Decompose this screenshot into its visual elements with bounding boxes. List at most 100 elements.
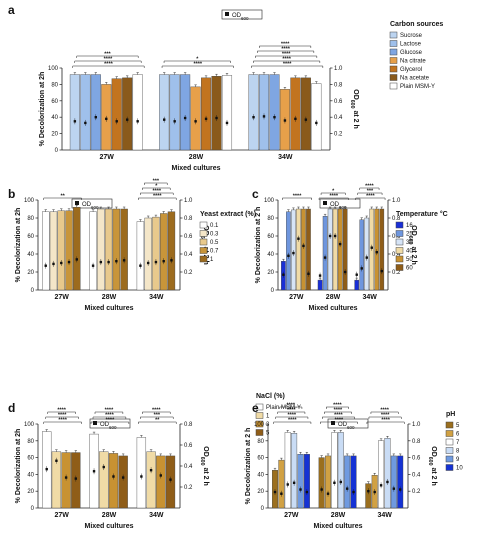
significance-bracket bbox=[368, 416, 402, 419]
y2-tick-label: 0.4 bbox=[184, 252, 193, 258]
category-label: 28W bbox=[326, 294, 341, 301]
y-tick-label: 20 bbox=[27, 489, 34, 495]
bar bbox=[159, 74, 170, 151]
category-label: 27W bbox=[99, 154, 114, 161]
legend-swatch bbox=[395, 247, 404, 254]
y2-tick-label: 0.6 bbox=[392, 234, 401, 240]
significance-bracket bbox=[142, 187, 171, 190]
legend-swatch bbox=[445, 438, 454, 446]
bar bbox=[278, 459, 285, 509]
legend-label: 40 bbox=[406, 249, 413, 255]
legend-swatch bbox=[389, 57, 398, 64]
legend-swatch bbox=[445, 447, 454, 454]
y2-tick-label: 1.0 bbox=[184, 198, 193, 204]
legend-label: 10 bbox=[456, 466, 463, 472]
y-tick-label: 40 bbox=[257, 472, 264, 478]
od-legend-box bbox=[71, 198, 113, 209]
legend-swatch bbox=[199, 247, 208, 254]
bar bbox=[221, 75, 233, 151]
y2-tick-label: 0.6 bbox=[412, 456, 421, 462]
y-axis-title: % Decolorization at 2h bbox=[39, 72, 46, 147]
category-label: 34W bbox=[278, 154, 293, 161]
bar bbox=[332, 208, 338, 291]
y-axis-title: % Decolorization at 2h bbox=[15, 429, 22, 504]
significance-bracket bbox=[320, 421, 358, 424]
legend-swatch bbox=[255, 403, 264, 411]
significance-bracket bbox=[94, 411, 124, 414]
significance-label: **** bbox=[329, 194, 338, 200]
panel-letter: c bbox=[252, 187, 259, 201]
significance-bracket bbox=[322, 416, 355, 419]
y-tick-label: 0 bbox=[31, 506, 35, 512]
bar bbox=[301, 208, 306, 291]
significance-bracket bbox=[279, 406, 303, 409]
bar bbox=[136, 437, 147, 509]
legend-swatch bbox=[445, 430, 454, 437]
panel-a: a 0 20 40 60 80 100 0.2 0.4 0.6 0.8 1.0 % Decoloriza… bbox=[8, 3, 443, 172]
significance-bracket bbox=[72, 65, 145, 68]
legend-label: Glycerol bbox=[400, 67, 422, 73]
bar bbox=[73, 206, 81, 291]
bar bbox=[291, 209, 296, 291]
y-tick-label: 80 bbox=[27, 439, 34, 445]
legend-swatch bbox=[395, 221, 404, 229]
bar bbox=[300, 77, 311, 151]
significance-bracket bbox=[140, 416, 174, 419]
significance-label: **** bbox=[152, 189, 161, 195]
legend-label: 0.1 bbox=[210, 223, 219, 229]
y-tick-label: 100 bbox=[264, 198, 275, 204]
y2-tick-label: 0.6 bbox=[334, 99, 343, 105]
significance-label: **** bbox=[282, 52, 291, 58]
category-label: 27W bbox=[54, 512, 69, 519]
significance-label: **** bbox=[281, 42, 290, 48]
significance-bracket bbox=[259, 45, 312, 48]
bar bbox=[99, 451, 109, 509]
bar bbox=[258, 74, 270, 151]
legend-label: 25 bbox=[406, 232, 413, 238]
significance-label: **** bbox=[335, 418, 344, 424]
significance-bracket bbox=[282, 197, 312, 200]
legend-label: 1 bbox=[210, 257, 214, 263]
legend-title: Carbon sources bbox=[390, 21, 443, 28]
legend-swatch bbox=[199, 238, 208, 246]
legend-title: Temperature °C bbox=[396, 210, 448, 218]
legend-label: 60 bbox=[406, 266, 413, 272]
significance-label: *** bbox=[153, 179, 160, 185]
significance-label: **** bbox=[105, 413, 114, 419]
bar bbox=[286, 211, 291, 291]
od-legend-marker bbox=[225, 12, 229, 16]
significance-label: **** bbox=[106, 418, 115, 424]
bar bbox=[152, 216, 160, 291]
bar bbox=[108, 453, 119, 509]
y-tick-label: 20 bbox=[51, 132, 58, 138]
bar bbox=[167, 211, 176, 291]
bar bbox=[344, 455, 351, 509]
significance-bracket bbox=[370, 411, 399, 414]
significance-label: * bbox=[155, 184, 158, 190]
significance-label: **** bbox=[104, 57, 113, 63]
bar bbox=[80, 74, 91, 151]
significance-label: *** bbox=[154, 413, 161, 419]
y-tick-label: 80 bbox=[257, 439, 264, 445]
y2-axis-title: OD600 at 2 h bbox=[427, 446, 437, 486]
significance-label: **** bbox=[57, 408, 66, 414]
significance-label: *** bbox=[104, 52, 111, 58]
legend-swatch bbox=[389, 74, 398, 81]
bar bbox=[303, 454, 310, 509]
bar bbox=[365, 483, 372, 509]
bar bbox=[201, 77, 212, 151]
significance-label: **** bbox=[366, 194, 375, 200]
legend-swatch bbox=[255, 429, 264, 436]
significance-label: **** bbox=[288, 418, 297, 424]
significance-bracket bbox=[43, 197, 82, 200]
od-legend-label: OD600 bbox=[338, 422, 355, 430]
category-label: 28W bbox=[189, 154, 204, 161]
category-label: 34W bbox=[149, 294, 164, 301]
significance-label: **** bbox=[334, 413, 343, 419]
legend-label: 8 bbox=[456, 449, 460, 455]
significance-label: **** bbox=[381, 418, 390, 424]
bar bbox=[327, 208, 333, 291]
legend-swatch bbox=[395, 238, 404, 246]
legend-label: 50 bbox=[406, 257, 413, 263]
significance-bracket bbox=[47, 411, 76, 414]
